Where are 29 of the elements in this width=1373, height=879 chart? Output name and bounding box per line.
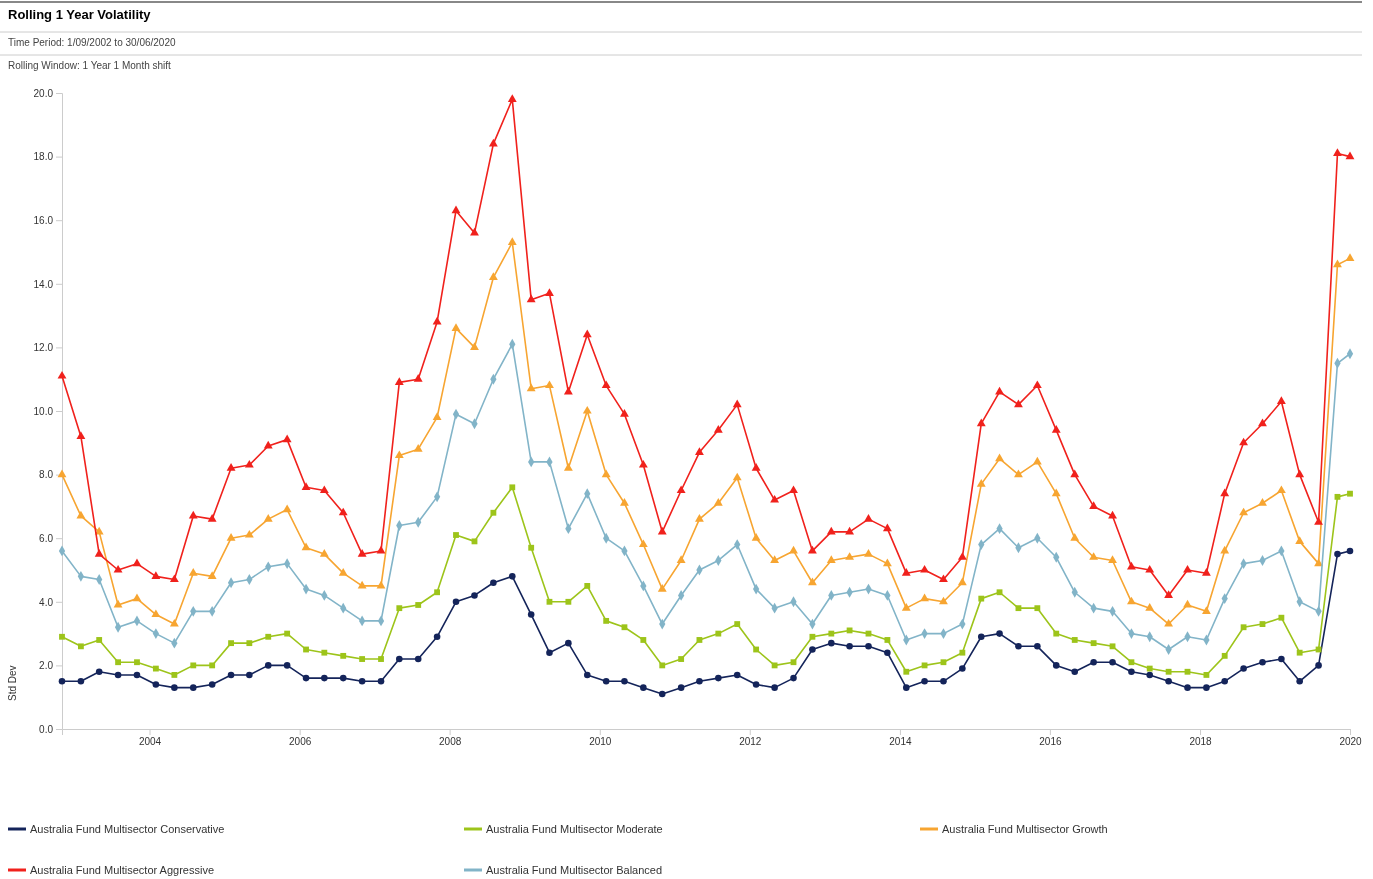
x-tick-label: 2016 (1039, 736, 1062, 748)
chart-title: Rolling 1 Year Volatility (8, 7, 152, 22)
y-tick-label: 0.0 (39, 723, 54, 735)
y-axis-title: Std Dev (7, 665, 18, 701)
legend-label: Australia Fund Multisector Aggressive (30, 864, 215, 876)
x-tick-label: 2008 (439, 736, 462, 748)
y-tick-label: 14.0 (33, 278, 54, 290)
y-tick-label: 12.0 (33, 342, 54, 354)
chart-subtitle: Time Period: 1/09/2002 to 30/06/2020 (8, 37, 176, 48)
y-tick-label: 18.0 (33, 151, 54, 163)
y-tick-label: 8.0 (39, 469, 54, 481)
y-tick-label: 10.0 (33, 405, 54, 417)
x-tick-label: 2020 (1339, 736, 1363, 748)
x-tick-label: 2010 (589, 736, 612, 748)
y-tick-label: 2.0 (39, 660, 54, 672)
x-tick-label: 2018 (1189, 736, 1213, 748)
text: Rolling Window: 1 Year 1 Month shift (8, 60, 172, 71)
y-tick-label: 20.0 (33, 87, 54, 99)
y-tick-label: 4.0 (39, 596, 54, 608)
x-tick-label: 2006 (289, 736, 312, 748)
y-tick-label: 6.0 (39, 532, 54, 544)
legend-label: Australia Fund Multisector Balanced (486, 864, 663, 876)
legend-label: Australia Fund Multisector Growth (942, 823, 1108, 835)
legend-label: Australia Fund Multisector Moderate (486, 823, 663, 835)
legend-label: Australia Fund Multisector Conservative (30, 823, 225, 835)
x-tick-label: 2004 (138, 736, 162, 748)
x-tick-label: 2012 (739, 736, 762, 748)
x-tick-label: 2014 (889, 736, 912, 748)
y-tick-label: 16.0 (33, 214, 54, 226)
